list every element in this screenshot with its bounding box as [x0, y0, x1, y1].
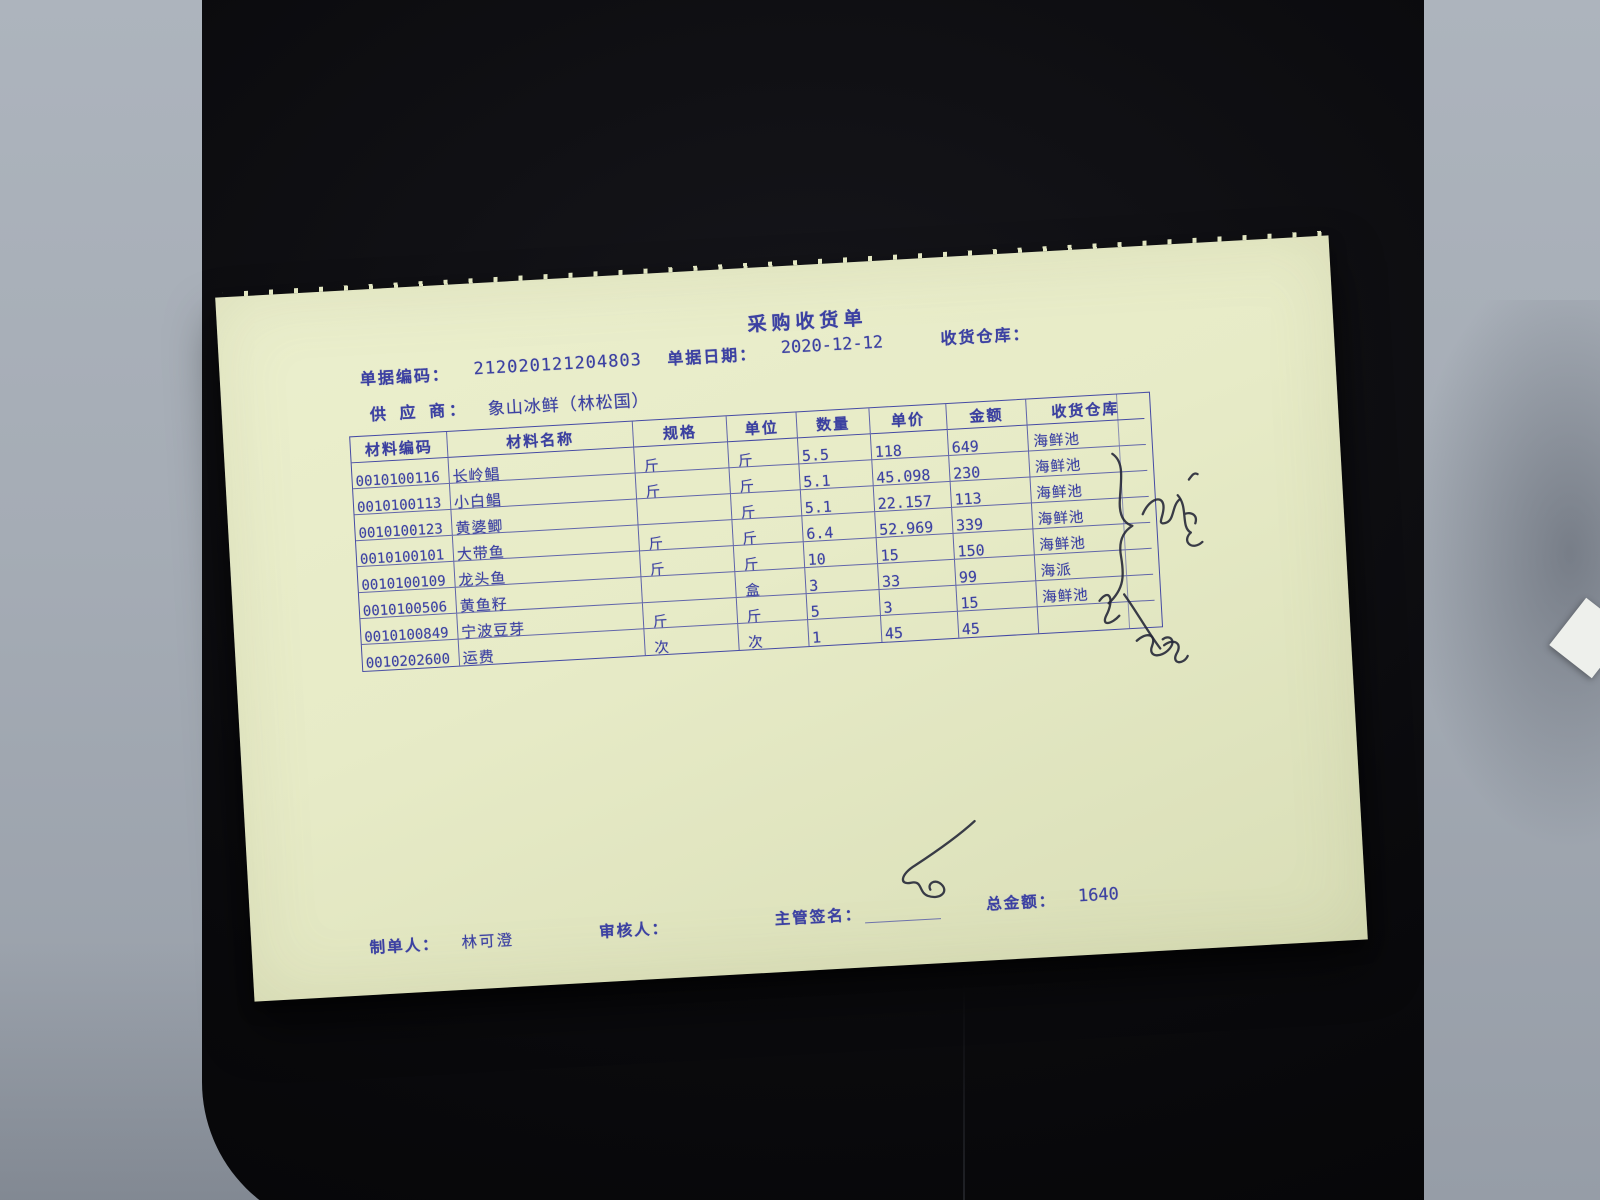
table-cell: 10: [803, 538, 879, 569]
handwritten-signature: [901, 819, 976, 899]
table-cell: 6.4: [802, 512, 877, 543]
total-value: 1640: [1077, 884, 1120, 907]
handwritten-scribble-2: [1162, 640, 1189, 664]
doc-date-label: 单据日期：: [666, 344, 758, 369]
handwritten-scribble-2: [1135, 634, 1174, 657]
document-title: 采购收货单: [746, 307, 868, 336]
total-label: 总金额：: [985, 891, 1057, 914]
supplier-value: 象山冰鲜（林松国）: [487, 390, 651, 420]
column-header: 单位: [726, 412, 798, 443]
receipt-table: 材料编码 材料名称 规格 单位 数量 单价 金额 收货仓库 0010100116 长岭鲳斤斤 5.5…: [349, 391, 1164, 673]
doc-code-label: 单据编码：: [359, 364, 451, 389]
table-cell: 5.1: [799, 460, 874, 491]
table-cell: 斤: [728, 438, 800, 470]
doc-code-value: 212020121204803: [473, 349, 643, 380]
handwritten-scribble-1: [1176, 494, 1204, 547]
signature-underline: [863, 898, 942, 924]
preparer-value: 林可澄: [461, 931, 515, 952]
column-header: 数量: [796, 408, 871, 439]
receiving-warehouse-label: 收货仓库：: [940, 324, 1032, 349]
floor-shadow: [1400, 300, 1600, 860]
table-cell: 0010100116: [351, 457, 450, 490]
handwritten-scribble-1: [1187, 472, 1199, 481]
doc-date-value: 2020-12-12: [780, 332, 884, 359]
mat-seam: [963, 980, 965, 1200]
supplier-label: 供 应 商：: [369, 399, 470, 425]
receipt-paper: 采购收货单 单据编码： 212020121204803 单据日期： 2020-1…: [215, 235, 1368, 1002]
reviewer-label: 审核人：: [598, 919, 670, 942]
manager-sign-label: 主管签名：: [774, 905, 863, 929]
table-cell: 5: [806, 590, 881, 621]
preparer-label: 制单人：: [369, 935, 441, 958]
table-cell: 5.1: [800, 486, 876, 517]
table-cell: 1: [808, 616, 883, 647]
